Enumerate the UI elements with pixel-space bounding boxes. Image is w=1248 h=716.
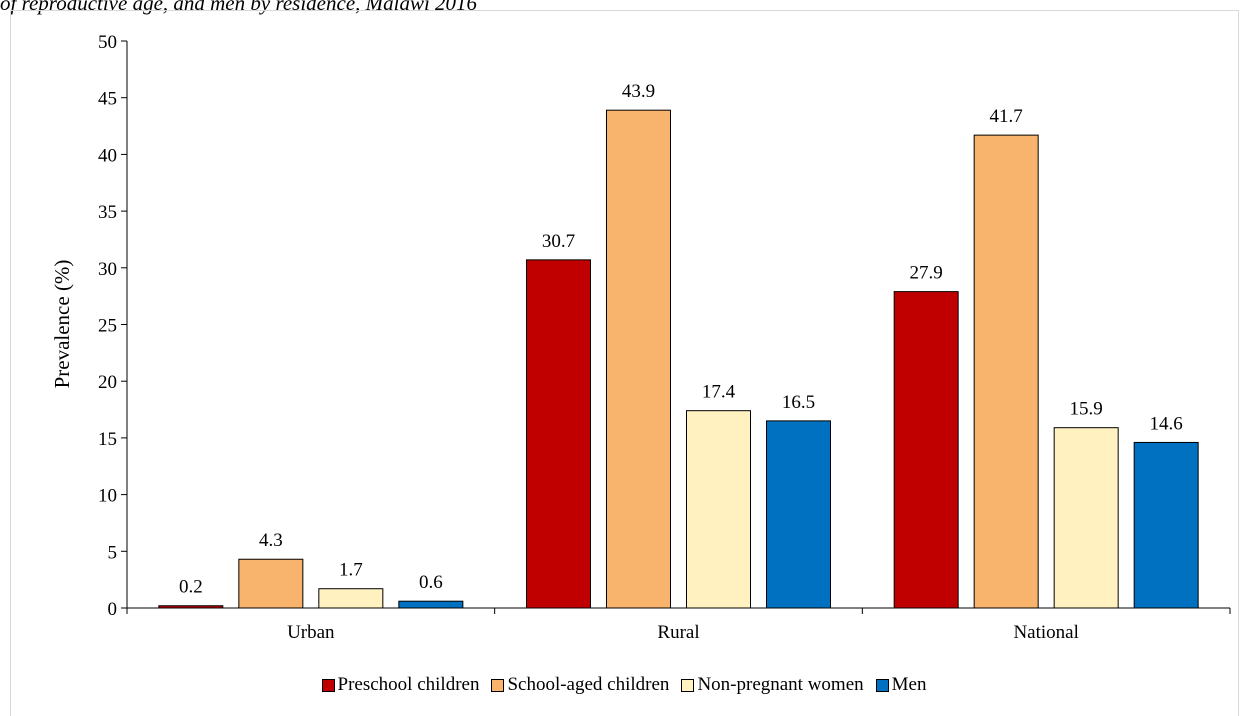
legend-swatch-school-aged [491, 678, 505, 692]
legend-item-men: Men [875, 674, 927, 696]
y-tick-label: 20 [98, 372, 117, 393]
bar [238, 558, 304, 609]
x-tick-label: Rural [657, 622, 699, 643]
figure-caption: of reproductive age, and men by residenc… [0, 0, 478, 15]
legend: Preschool children School-aged children … [0, 672, 1248, 698]
legend-item-women: Non-pregnant women [681, 674, 864, 696]
data-label: 17.4 [702, 382, 736, 403]
data-label: 16.5 [782, 392, 815, 413]
legend-swatch-preschool [321, 678, 335, 692]
legend-label-men: Men [891, 674, 927, 695]
bar [766, 420, 831, 609]
y-tick-label: 40 [98, 145, 117, 166]
bar [686, 410, 751, 609]
y-tick-label: 30 [98, 259, 117, 280]
bar [1053, 427, 1119, 609]
y-axis: 0 5 10 15 20 25 30 35 40 45 50 [98, 32, 128, 620]
x-tick-label: National [1013, 622, 1078, 643]
bar [1133, 441, 1199, 609]
y-tick-label: 5 [108, 542, 118, 563]
legend-item-school-aged: School-aged children [491, 674, 669, 696]
legend-swatch-women [681, 678, 695, 692]
y-tick-label: 0 [108, 599, 118, 620]
x-tick-label: Urban [287, 622, 335, 643]
legend-swatch-men [875, 678, 889, 692]
y-tick-label: 45 [98, 89, 117, 110]
bar [526, 259, 591, 609]
x-axis: Urban Rural National [126, 607, 1231, 643]
y-tick-label: 35 [98, 202, 117, 223]
data-label: 43.9 [622, 81, 655, 102]
bar [398, 600, 464, 609]
data-label: 4.3 [259, 530, 283, 551]
y-tick-label: 10 [98, 486, 117, 507]
bar [318, 588, 384, 609]
y-axis-title: Prevalence (%) [50, 260, 74, 389]
bars [158, 109, 1199, 609]
data-label: 1.7 [339, 560, 363, 581]
data-labels: 0.2 4.3 1.7 0.6 30.7 43.9 17.4 16.5 27.9 41.7 15.9… [179, 81, 1183, 598]
bar [973, 134, 1039, 609]
bar [158, 605, 224, 609]
data-label: 30.7 [542, 231, 575, 252]
y-tick-label: 25 [98, 316, 117, 337]
data-label: 0.2 [179, 577, 203, 598]
bar [893, 291, 959, 609]
data-label: 27.9 [910, 263, 943, 284]
chart-frame [10, 10, 1239, 716]
y-tick-label: 50 [98, 32, 117, 53]
legend-label-preschool: Preschool children [337, 674, 480, 695]
data-label: 15.9 [1070, 399, 1103, 420]
y-tick-label: 15 [98, 429, 117, 450]
legend-item-preschool: Preschool children [321, 674, 480, 696]
bar [606, 109, 671, 609]
data-label: 41.7 [990, 106, 1023, 127]
data-label: 14.6 [1150, 413, 1183, 434]
legend-label-school-aged: School-aged children [507, 674, 670, 695]
legend-label-women: Non-pregnant women [697, 674, 864, 695]
data-label: 0.6 [419, 572, 443, 593]
